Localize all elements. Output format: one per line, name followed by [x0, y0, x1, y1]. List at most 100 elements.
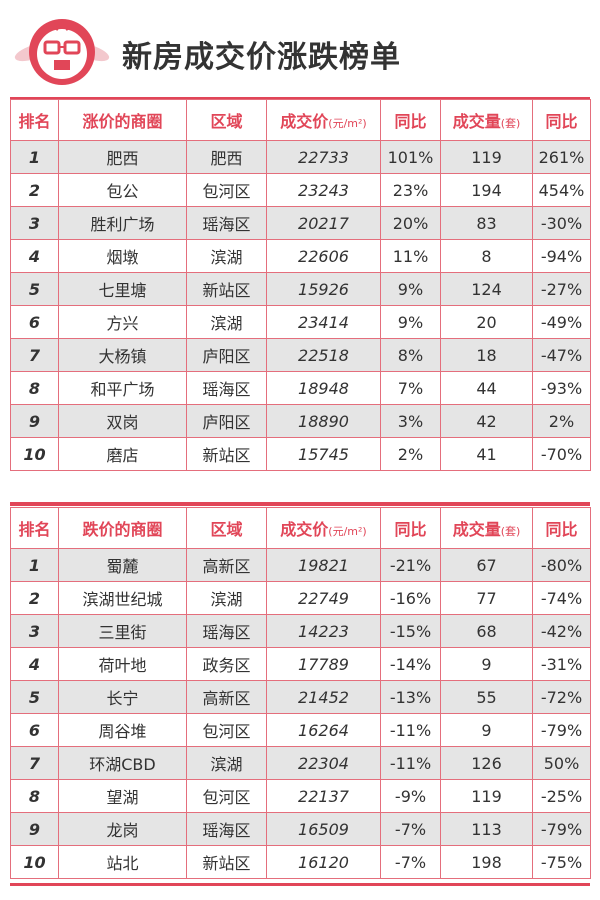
col-area: 区域: [186, 507, 267, 549]
volume-yoy-cell: 454%: [532, 173, 591, 207]
district-cell: 龙岗: [58, 812, 187, 846]
table-row: 8 和平广场 瑶海区 18948 7% 44 -93%: [10, 371, 591, 405]
district-cell: 长宁: [58, 680, 187, 714]
table-row: 3 胜利广场 瑶海区 20217 20% 83 -30%: [10, 206, 591, 240]
volume-yoy-cell: 50%: [532, 746, 591, 780]
district-cell: 蜀麓: [58, 548, 187, 582]
table-header-row: 排名 涨价的商圈 区域 成交价(元/m²) 同比 成交量(套) 同比: [10, 99, 591, 141]
area-cell: 瑶海区: [186, 812, 267, 846]
volume-yoy-cell: -72%: [532, 680, 591, 714]
volume-yoy-cell: 261%: [532, 140, 591, 174]
table-header-row: 排名 跌价的商圈 区域 成交价(元/m²) 同比 成交量(套) 同比: [10, 507, 591, 549]
volume-cell: 8: [440, 239, 533, 273]
rank-cell: 4: [10, 647, 59, 681]
price-yoy-cell: -7%: [380, 812, 441, 846]
area-cell: 包河区: [186, 779, 267, 813]
table-row: 3 三里街 瑶海区 14223 -15% 68 -42%: [10, 614, 591, 648]
price-fall-table: 排名 跌价的商圈 区域 成交价(元/m²) 同比 成交量(套) 同比 1 蜀麓 高新…: [10, 507, 591, 879]
table-row: 10 磨店 新站区 15745 2% 41 -70%: [10, 437, 591, 471]
table-row: 6 周谷堆 包河区 16264 -11% 9 -79%: [10, 713, 591, 747]
volume-cell: 44: [440, 371, 533, 405]
volume-cell: 9: [440, 713, 533, 747]
rank-cell: 10: [10, 437, 59, 471]
volume-cell: 55: [440, 680, 533, 714]
volume-yoy-cell: -93%: [532, 371, 591, 405]
rank-cell: 2: [10, 581, 59, 615]
col-volume-label: 成交量: [452, 112, 501, 131]
rank-cell: 3: [10, 206, 59, 240]
district-cell: 方兴: [58, 305, 187, 339]
rank-cell: 8: [10, 371, 59, 405]
page-title: 新房成交价涨跌榜单: [122, 40, 401, 75]
district-cell: 站北: [58, 845, 187, 879]
district-cell: 七里塘: [58, 272, 187, 306]
rank-cell: 10: [10, 845, 59, 879]
volume-cell: 124: [440, 272, 533, 306]
price-rise-table: 排名 涨价的商圈 区域 成交价(元/m²) 同比 成交量(套) 同比 1 肥西 肥西…: [10, 99, 591, 471]
price-cell: 17789: [266, 647, 381, 681]
col-price-unit: (元/m²): [328, 117, 367, 130]
table-row: 6 方兴 滨湖 23414 9% 20 -49%: [10, 305, 591, 339]
rank-cell: 3: [10, 614, 59, 648]
area-cell: 庐阳区: [186, 338, 267, 372]
price-yoy-cell: -16%: [380, 581, 441, 615]
price-cell: 22749: [266, 581, 381, 615]
table-row: 4 荷叶地 政务区 17789 -14% 9 -31%: [10, 647, 591, 681]
col-volume: 成交量(套): [440, 507, 533, 549]
district-cell: 和平广场: [58, 371, 187, 405]
price-yoy-cell: -7%: [380, 845, 441, 879]
col-price-label: 成交价: [280, 112, 329, 131]
table-row: 10 站北 新站区 16120 -7% 198 -75%: [10, 845, 591, 879]
col-price: 成交价(元/m²): [266, 99, 381, 141]
table-row: 9 双岗 庐阳区 18890 3% 42 2%: [10, 404, 591, 438]
price-fall-table-body: 1 蜀麓 高新区 19821 -21% 67 -80% 2 滨湖世纪城 滨湖 22749 -16% 77…: [10, 548, 591, 879]
area-cell: 高新区: [186, 680, 267, 714]
price-cell: 19821: [266, 548, 381, 582]
district-cell: 双岗: [58, 404, 187, 438]
rank-cell: 2: [10, 173, 59, 207]
area-cell: 新站区: [186, 845, 267, 879]
volume-cell: 9: [440, 647, 533, 681]
col-price: 成交价(元/m²): [266, 507, 381, 549]
volume-yoy-cell: -80%: [532, 548, 591, 582]
col-volume-yoy: 同比: [532, 99, 591, 141]
volume-cell: 126: [440, 746, 533, 780]
area-cell: 瑶海区: [186, 614, 267, 648]
volume-cell: 77: [440, 581, 533, 615]
district-cell: 肥西: [58, 140, 187, 174]
district-cell: 包公: [58, 173, 187, 207]
area-cell: 高新区: [186, 548, 267, 582]
price-cell: 18890: [266, 404, 381, 438]
volume-yoy-cell: -25%: [532, 779, 591, 813]
table-row: 1 蜀麓 高新区 19821 -21% 67 -80%: [10, 548, 591, 582]
volume-yoy-cell: -94%: [532, 239, 591, 273]
volume-cell: 194: [440, 173, 533, 207]
volume-cell: 119: [440, 140, 533, 174]
rank-cell: 9: [10, 404, 59, 438]
volume-cell: 83: [440, 206, 533, 240]
rank-cell: 9: [10, 812, 59, 846]
district-cell: 环湖CBD: [58, 746, 187, 780]
price-yoy-cell: 11%: [380, 239, 441, 273]
volume-yoy-cell: -49%: [532, 305, 591, 339]
area-cell: 滨湖: [186, 746, 267, 780]
area-cell: 肥西: [186, 140, 267, 174]
rank-cell: 7: [10, 338, 59, 372]
col-volume-unit: (套): [500, 525, 521, 538]
table-row: 1 肥西 肥西 22733 101% 119 261%: [10, 140, 591, 174]
volume-cell: 198: [440, 845, 533, 879]
volume-yoy-cell: -79%: [532, 812, 591, 846]
table-row: 8 望湖 包河区 22137 -9% 119 -25%: [10, 779, 591, 813]
area-cell: 庐阳区: [186, 404, 267, 438]
col-volume-yoy: 同比: [532, 507, 591, 549]
area-cell: 新站区: [186, 437, 267, 471]
price-yoy-cell: -11%: [380, 746, 441, 780]
volume-cell: 42: [440, 404, 533, 438]
col-district-rise: 涨价的商圈: [58, 99, 187, 141]
price-yoy-cell: 101%: [380, 140, 441, 174]
district-cell: 胜利广场: [58, 206, 187, 240]
price-yoy-cell: -11%: [380, 713, 441, 747]
area-cell: 瑶海区: [186, 371, 267, 405]
district-cell: 磨店: [58, 437, 187, 471]
rank-cell: 8: [10, 779, 59, 813]
